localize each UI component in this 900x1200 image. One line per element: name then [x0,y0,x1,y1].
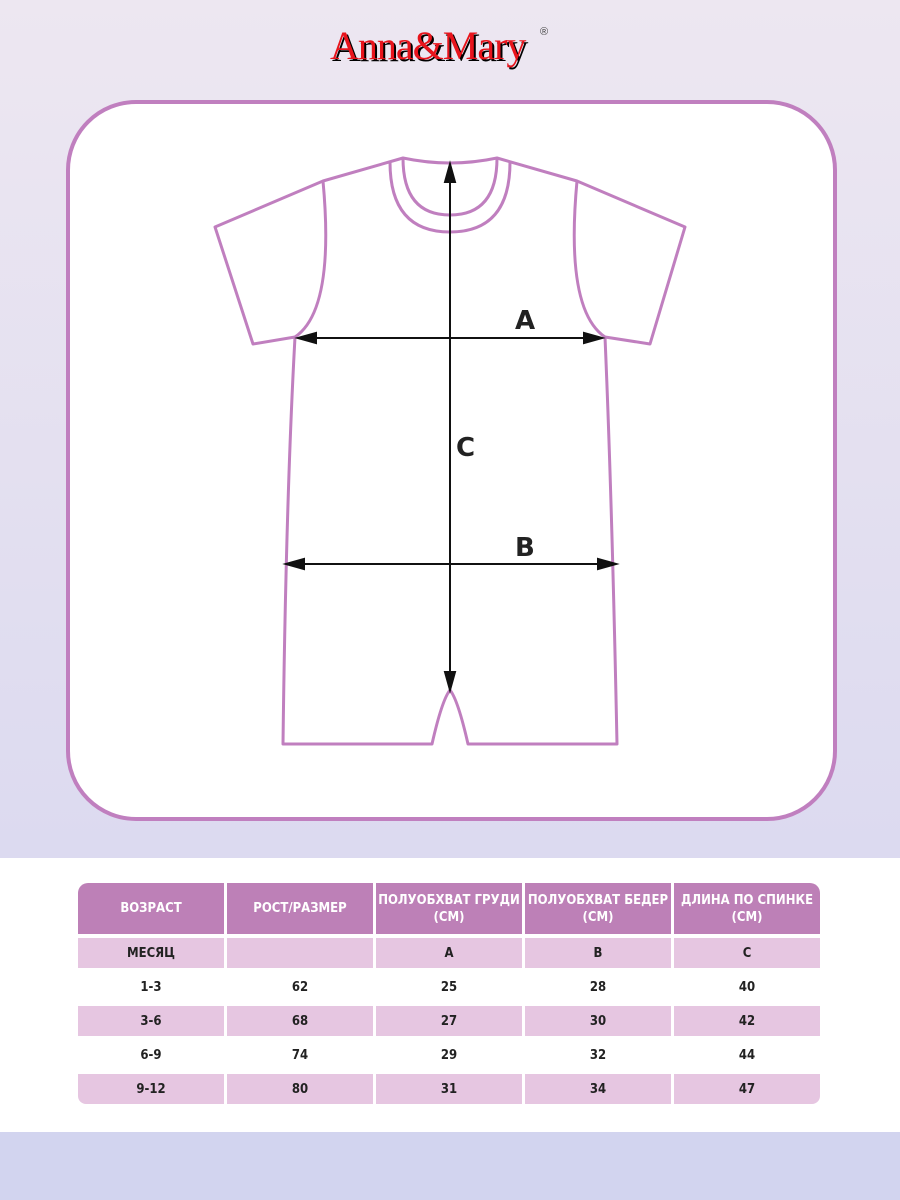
arrow-c-bottom [443,671,457,694]
registered-mark: ® [540,26,549,38]
brand-logo: Anna&Mary [330,23,526,68]
table-cell: 27 [376,1006,522,1036]
header-hips: ПОЛУОБХВАТ БЕДЕР (СМ) [525,883,671,934]
subheader-cell [227,938,373,968]
table-subheader-row: МЕСЯЦ A B C [78,938,820,968]
right-sleeve-seam [572,180,606,339]
table-cell: 25 [376,972,522,1002]
table-cell: 47 [674,1074,820,1104]
garment-diagram: A B C [213,156,687,746]
table-row: 6-9 74 29 32 44 [78,1040,820,1070]
table-cell: 80 [227,1074,373,1104]
subheader-cell: C [674,938,820,968]
size-table: ВОЗРАСТ РОСТ/РАЗМЕР ПОЛУОБХВАТ ГРУДИ (СМ… [75,879,823,1108]
table-cell: 3-6 [78,1006,224,1036]
bottom-band [0,1132,900,1200]
table-cell: 62 [227,972,373,1002]
arrow-c-top [443,160,457,183]
table-row: 9-12 80 31 34 47 [78,1074,820,1104]
arrow-a-right [583,331,606,345]
left-sleeve-seam [294,180,328,339]
table-cell: 34 [525,1074,671,1104]
table-cell: 68 [227,1006,373,1036]
header-chest: ПОЛУОБХВАТ ГРУДИ (СМ) [376,883,522,934]
diagram-frame [66,100,837,821]
table-cell: 6-9 [78,1040,224,1070]
table-cell: 44 [674,1040,820,1070]
subheader-cell: МЕСЯЦ [78,938,224,968]
label-a: A [515,306,535,336]
table-cell: 32 [525,1040,671,1070]
table-cell: 9-12 [78,1074,224,1104]
label-c: C [456,433,475,463]
table-header-row: ВОЗРАСТ РОСТ/РАЗМЕР ПОЛУОБХВАТ ГРУДИ (СМ… [78,883,820,934]
table-cell: 30 [525,1006,671,1036]
arrow-b-right [597,557,620,571]
arrow-b-left [282,557,305,571]
table-cell: 28 [525,972,671,1002]
table-cell: 31 [376,1074,522,1104]
table-cell: 74 [227,1040,373,1070]
header-age: ВОЗРАСТ [78,883,224,934]
subheader-cell: A [376,938,522,968]
label-b: B [515,533,535,563]
table-cell: 1-3 [78,972,224,1002]
subheader-cell: B [525,938,671,968]
table-row: 3-6 68 27 30 42 [78,1006,820,1036]
header-height: РОСТ/РАЗМЕР [227,883,373,934]
garment-outline [213,156,687,746]
table-row: 1-3 62 25 28 40 [78,972,820,1002]
arrow-a-left [294,331,317,345]
table-cell: 29 [376,1040,522,1070]
header-length: ДЛИНА ПО СПИНКЕ (СМ) [674,883,820,934]
table-cell: 40 [674,972,820,1002]
table-cell: 42 [674,1006,820,1036]
